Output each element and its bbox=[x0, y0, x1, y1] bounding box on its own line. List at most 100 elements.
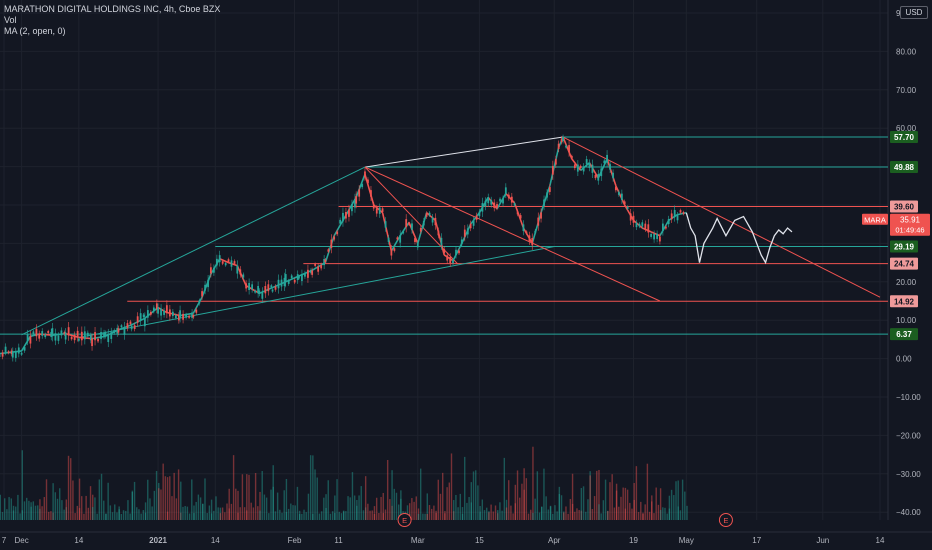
volume-bar bbox=[459, 493, 462, 520]
volume-bar bbox=[309, 455, 312, 520]
volume-bar bbox=[105, 513, 107, 520]
volume-bar bbox=[72, 480, 74, 520]
candle-body bbox=[440, 237, 443, 246]
volume-bar bbox=[228, 508, 230, 520]
price-segment bbox=[580, 162, 590, 172]
volume-bar bbox=[45, 479, 48, 520]
legend-ma[interactable]: MA (2, open, 0) bbox=[4, 26, 66, 36]
candle-body bbox=[434, 217, 437, 226]
volume-bar bbox=[477, 485, 479, 520]
trend-line[interactable] bbox=[21, 166, 366, 336]
volume-bar bbox=[235, 488, 237, 520]
currency-button[interactable]: USD bbox=[900, 6, 928, 19]
trend-line[interactable] bbox=[364, 136, 564, 168]
level-price-tag bbox=[890, 295, 918, 308]
candle-body bbox=[499, 198, 501, 202]
volume-bar bbox=[648, 511, 651, 520]
candle-body bbox=[475, 215, 478, 220]
volume-bar bbox=[202, 503, 204, 520]
candle-body bbox=[64, 332, 67, 340]
volume-bar bbox=[558, 494, 561, 520]
price-segment bbox=[20, 335, 32, 352]
volume-bar bbox=[569, 498, 572, 520]
candle-body bbox=[502, 198, 504, 204]
candle-body bbox=[270, 285, 273, 288]
candle-body bbox=[339, 219, 342, 224]
volume-bar bbox=[532, 446, 534, 520]
volume-bar bbox=[435, 512, 437, 520]
volume-bar bbox=[598, 469, 600, 520]
volume-bar bbox=[263, 494, 266, 520]
level-price-tag bbox=[890, 240, 918, 253]
level-price-label: 39.60 bbox=[894, 203, 915, 212]
level-price-label: 6.37 bbox=[896, 330, 912, 339]
volume-bar bbox=[620, 496, 622, 520]
earnings-marker[interactable] bbox=[397, 513, 412, 527]
volume-bar bbox=[272, 465, 274, 520]
volume-bar bbox=[254, 472, 257, 520]
volume-bar bbox=[81, 496, 83, 520]
candle-body bbox=[230, 260, 233, 267]
candle-body bbox=[236, 265, 239, 274]
volume-bar bbox=[158, 488, 160, 520]
volume-bar bbox=[635, 466, 638, 520]
candle-body bbox=[290, 275, 293, 279]
volume-bar bbox=[94, 497, 96, 520]
volume-bar bbox=[419, 468, 422, 520]
price-segment bbox=[324, 235, 335, 263]
volume-bar bbox=[6, 509, 8, 520]
volume-bar bbox=[52, 512, 54, 520]
candle-body bbox=[519, 215, 522, 219]
trend-line[interactable] bbox=[364, 166, 661, 302]
volume-bar bbox=[155, 470, 158, 520]
y-tick-label: 80.00 bbox=[896, 47, 917, 56]
candle-body bbox=[324, 259, 327, 263]
volume-bar bbox=[0, 494, 1, 520]
volume-bar bbox=[602, 500, 605, 520]
x-tick-label: May bbox=[679, 536, 694, 545]
volume-bar bbox=[76, 505, 79, 520]
volume-bar bbox=[655, 487, 657, 520]
candle-body bbox=[364, 171, 366, 178]
price-segment bbox=[399, 221, 410, 237]
candle-body bbox=[212, 267, 215, 273]
volume-bar bbox=[224, 512, 226, 520]
trend-line[interactable] bbox=[562, 136, 881, 298]
candle-body bbox=[661, 223, 664, 231]
candle-body bbox=[554, 159, 557, 165]
volume-bar bbox=[666, 513, 668, 520]
candle-body bbox=[582, 166, 585, 172]
trend-line[interactable] bbox=[78, 246, 555, 338]
volume-bar bbox=[475, 470, 477, 520]
volume-bar bbox=[127, 500, 129, 520]
volume-bar bbox=[576, 508, 578, 520]
level-price-label: 24.74 bbox=[894, 260, 915, 269]
volume-bar bbox=[118, 506, 120, 520]
volume-bar bbox=[591, 508, 594, 520]
legend-vol[interactable]: Vol bbox=[4, 15, 17, 25]
projection-line[interactable] bbox=[685, 212, 793, 265]
candle-body bbox=[38, 333, 41, 339]
candle-body bbox=[323, 258, 326, 266]
candle-body bbox=[123, 326, 126, 335]
candle-body bbox=[50, 331, 53, 338]
candle-body bbox=[287, 280, 290, 284]
volume-bar bbox=[12, 505, 15, 520]
volume-bar bbox=[248, 474, 250, 520]
volume-bar bbox=[677, 506, 679, 520]
price-segment bbox=[505, 192, 516, 204]
volume-bar bbox=[28, 500, 30, 520]
volume-bar bbox=[305, 512, 307, 520]
earnings-marker[interactable] bbox=[718, 513, 733, 527]
volume-bar bbox=[298, 513, 301, 520]
volume-bar bbox=[543, 468, 545, 520]
volume-bar bbox=[1, 512, 4, 520]
volume-bar bbox=[279, 509, 281, 520]
candle-body bbox=[466, 228, 469, 235]
volume-bar bbox=[600, 513, 602, 520]
volume-bar bbox=[320, 511, 323, 520]
price-segment bbox=[434, 220, 445, 256]
volume-bar bbox=[202, 503, 204, 520]
level-price-label: 14.92 bbox=[894, 297, 915, 306]
